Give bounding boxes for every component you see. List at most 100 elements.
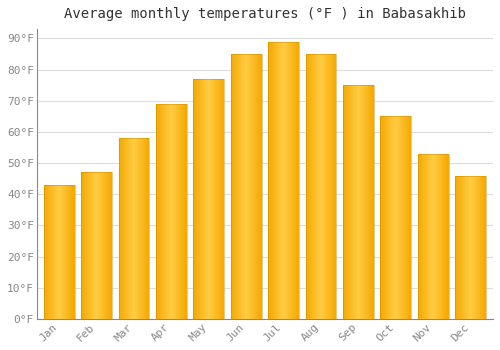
Bar	[269, 42, 270, 319]
Bar	[399, 116, 400, 319]
Bar	[346, 85, 347, 319]
Bar	[108, 173, 109, 319]
Bar	[458, 176, 459, 319]
Bar	[473, 176, 474, 319]
Bar	[134, 138, 135, 319]
Bar	[216, 79, 218, 319]
Bar	[156, 104, 186, 319]
Bar	[373, 85, 374, 319]
Bar	[208, 79, 209, 319]
Bar	[135, 138, 136, 319]
Bar	[126, 138, 128, 319]
Bar	[102, 173, 104, 319]
Bar	[183, 104, 184, 319]
Bar	[86, 173, 88, 319]
Bar	[442, 154, 443, 319]
Bar	[316, 54, 318, 319]
Bar	[81, 173, 112, 319]
Bar	[346, 85, 348, 319]
Bar	[407, 116, 408, 319]
Bar	[351, 85, 352, 319]
Bar	[383, 116, 384, 319]
Bar	[369, 85, 370, 319]
Bar	[432, 154, 433, 319]
Bar	[429, 154, 430, 319]
Bar	[328, 54, 329, 319]
Bar	[308, 54, 310, 319]
Bar	[128, 138, 129, 319]
Bar	[322, 54, 323, 319]
Bar	[239, 54, 240, 319]
Bar	[93, 173, 94, 319]
Bar	[357, 85, 358, 319]
Bar	[430, 154, 431, 319]
Bar	[276, 42, 277, 319]
Bar	[293, 42, 294, 319]
Bar	[170, 104, 171, 319]
Bar	[354, 85, 356, 319]
Bar	[478, 176, 479, 319]
Bar	[129, 138, 130, 319]
Bar	[362, 85, 364, 319]
Bar	[286, 42, 288, 319]
Bar	[270, 42, 272, 319]
Bar	[105, 173, 106, 319]
Bar	[421, 154, 422, 319]
Bar	[479, 176, 480, 319]
Bar	[254, 54, 255, 319]
Bar	[146, 138, 147, 319]
Bar	[445, 154, 446, 319]
Bar	[52, 185, 53, 319]
Bar	[467, 176, 468, 319]
Bar	[424, 154, 426, 319]
Bar	[323, 54, 324, 319]
Bar	[216, 79, 217, 319]
Bar	[251, 54, 252, 319]
Bar	[247, 54, 248, 319]
Bar	[250, 54, 251, 319]
Bar	[273, 42, 274, 319]
Bar	[47, 185, 48, 319]
Bar	[284, 42, 285, 319]
Bar	[238, 54, 239, 319]
Bar	[371, 85, 372, 319]
Bar	[208, 79, 210, 319]
Bar	[275, 42, 276, 319]
Bar	[418, 154, 419, 319]
Bar	[156, 104, 158, 319]
Bar	[330, 54, 331, 319]
Bar	[283, 42, 284, 319]
Bar	[174, 104, 175, 319]
Bar	[437, 154, 438, 319]
Bar	[222, 79, 223, 319]
Bar	[206, 79, 207, 319]
Bar	[51, 185, 52, 319]
Bar	[353, 85, 354, 319]
Bar	[308, 54, 309, 319]
Bar	[143, 138, 144, 319]
Bar	[359, 85, 360, 319]
Bar	[382, 116, 383, 319]
Bar	[245, 54, 246, 319]
Bar	[162, 104, 163, 319]
Bar	[83, 173, 84, 319]
Bar	[310, 54, 311, 319]
Bar	[291, 42, 292, 319]
Bar	[474, 176, 475, 319]
Bar	[176, 104, 177, 319]
Bar	[138, 138, 139, 319]
Bar	[237, 54, 238, 319]
Bar	[441, 154, 442, 319]
Bar	[410, 116, 411, 319]
Bar	[480, 176, 481, 319]
Bar	[256, 54, 258, 319]
Bar	[145, 138, 146, 319]
Bar	[472, 176, 473, 319]
Bar	[127, 138, 128, 319]
Bar	[274, 42, 275, 319]
Bar	[470, 176, 472, 319]
Bar	[350, 85, 351, 319]
Bar	[130, 138, 131, 319]
Bar	[475, 176, 476, 319]
Bar	[426, 154, 427, 319]
